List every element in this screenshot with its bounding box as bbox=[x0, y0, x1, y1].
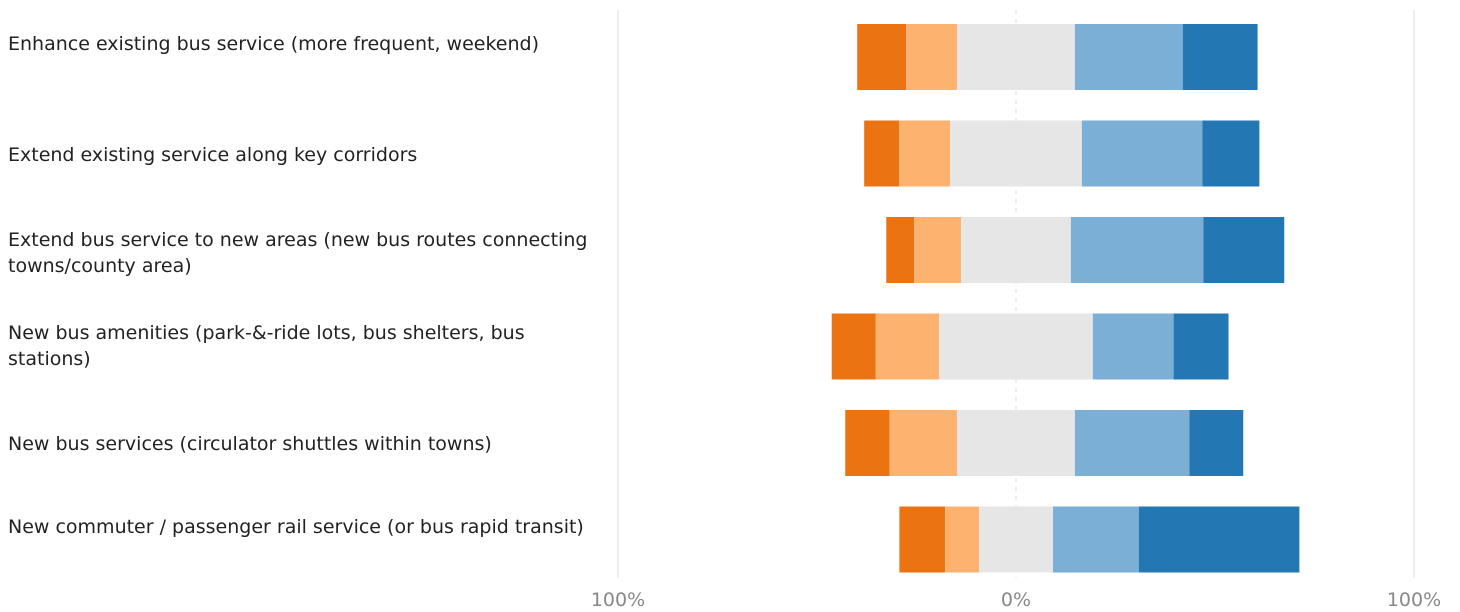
bar-segment bbox=[961, 217, 1071, 283]
bar-segment bbox=[950, 120, 1082, 187]
category-label: Extend bus service to new areas (new bus… bbox=[8, 229, 588, 277]
bar-segment bbox=[906, 24, 958, 90]
bar-segment bbox=[1173, 313, 1229, 380]
category-label: New bus amenities (park-&-ride lots, bus… bbox=[8, 322, 525, 370]
bar-segment bbox=[1203, 217, 1285, 283]
bar-segment bbox=[864, 120, 900, 187]
bar-segment bbox=[857, 24, 907, 90]
category-label: Extend existing service along key corrid… bbox=[8, 144, 418, 166]
bar-segment bbox=[1202, 120, 1260, 187]
bar-segment bbox=[1053, 506, 1139, 573]
bar-segment bbox=[1182, 24, 1258, 90]
category-label: New bus services (circulator shuttles wi… bbox=[8, 433, 492, 455]
bar-segment bbox=[1074, 24, 1183, 90]
bar-segment bbox=[1070, 217, 1204, 283]
bar-segment bbox=[831, 313, 876, 380]
bar-segment bbox=[845, 410, 890, 476]
bar-segment bbox=[889, 410, 958, 476]
category-label: New commuter / passenger rail service (o… bbox=[8, 516, 584, 538]
bar-segment bbox=[1189, 410, 1244, 476]
bar-segment bbox=[957, 410, 1075, 476]
bar-segment bbox=[875, 313, 940, 380]
bar-segment bbox=[1074, 410, 1190, 476]
x-tick-label: 100% bbox=[1387, 589, 1441, 611]
bar-segment bbox=[957, 24, 1075, 90]
bar-segment bbox=[978, 506, 1054, 573]
gridlines bbox=[617, 10, 1415, 578]
bar-segment bbox=[1081, 120, 1203, 187]
bar-segment bbox=[1138, 506, 1300, 573]
bar-segment bbox=[914, 217, 962, 283]
bars bbox=[831, 24, 1300, 573]
x-axis-ticks: 100% 0% 100% bbox=[591, 589, 1441, 611]
bar-segment bbox=[939, 313, 1093, 380]
x-tick-label: 100% bbox=[591, 589, 645, 611]
bar-segment bbox=[945, 506, 979, 573]
bar-segment bbox=[899, 120, 951, 187]
bar-segment bbox=[1092, 313, 1174, 380]
bar-segment bbox=[886, 217, 915, 283]
category-label: Enhance existing bus service (more frequ… bbox=[8, 33, 539, 55]
bar-segment bbox=[899, 506, 946, 573]
x-tick-label: 0% bbox=[1001, 589, 1031, 611]
